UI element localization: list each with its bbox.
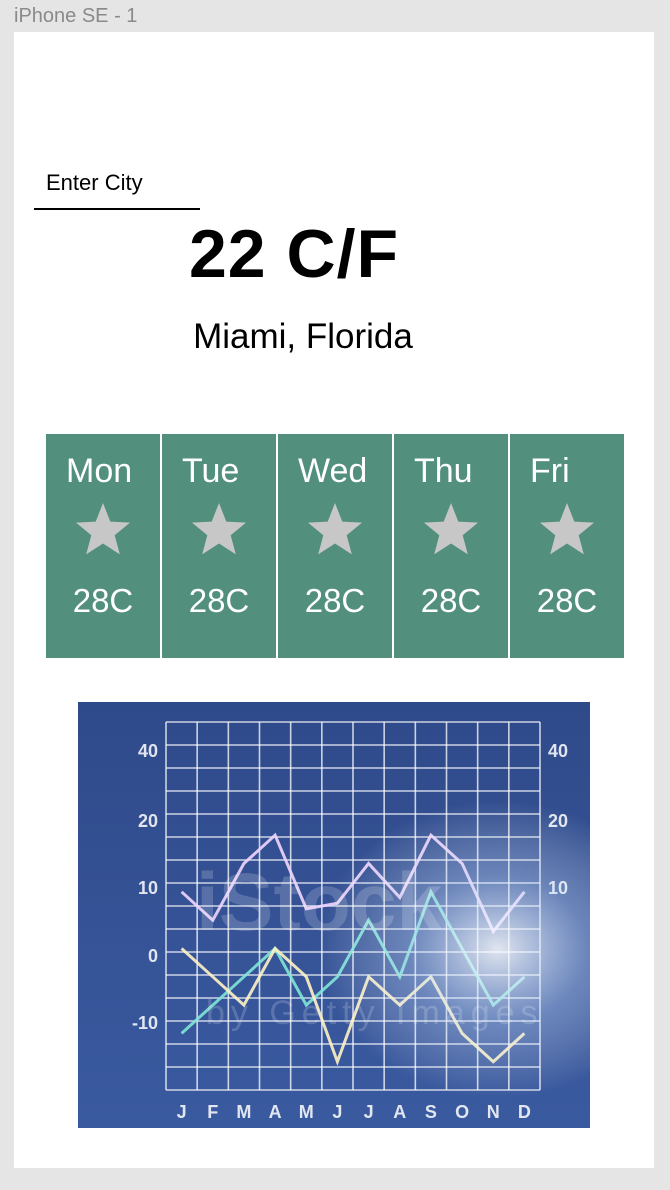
forecast-day-label: Wed xyxy=(298,452,368,490)
city-search-input[interactable] xyxy=(34,158,200,210)
star-icon xyxy=(510,500,624,560)
star-icon xyxy=(278,500,392,560)
line-chart: 4020100-10402010JFMAMJJASOND iStock by G… xyxy=(78,702,590,1128)
chart-glow xyxy=(78,702,590,1128)
forecast-card-tue[interactable]: Tue 28C xyxy=(162,434,276,658)
forecast-temp: 28C xyxy=(304,582,366,619)
forecast-row: Mon 28C Tue 28C Wed 28C Thu 28C xyxy=(46,434,624,658)
watermark-text: iStock xyxy=(196,857,442,948)
forecast-temp: 28C xyxy=(536,582,598,619)
stock-chart-image: 4020100-10402010JFMAMJJASOND iStock by G… xyxy=(78,702,590,1128)
current-temperature: 22 C/F xyxy=(188,216,400,292)
watermark-subtext: by Getty Images xyxy=(206,994,544,1032)
star-icon xyxy=(162,500,276,560)
forecast-temp: 28C xyxy=(420,582,482,619)
phone-screen: 22 C/F Miami, Florida Mon 28C Tue 28C We… xyxy=(14,32,654,1168)
star-icon xyxy=(46,500,160,560)
forecast-temp: 28C xyxy=(72,582,134,619)
forecast-day-label: Tue xyxy=(182,452,240,490)
star-icon xyxy=(394,500,508,560)
forecast-card-mon[interactable]: Mon 28C xyxy=(46,434,160,658)
forecast-day-label: Fri xyxy=(530,452,570,490)
artboard-label: iPhone SE - 1 xyxy=(14,5,138,27)
forecast-temp: 28C xyxy=(188,582,250,619)
current-location: Miami, Florida xyxy=(193,317,413,356)
forecast-card-thu[interactable]: Thu 28C xyxy=(394,434,508,658)
forecast-card-wed[interactable]: Wed 28C xyxy=(278,434,392,658)
forecast-day-label: Thu xyxy=(414,452,473,490)
forecast-card-fri[interactable]: Fri 28C xyxy=(510,434,624,658)
forecast-day-label: Mon xyxy=(66,452,133,490)
